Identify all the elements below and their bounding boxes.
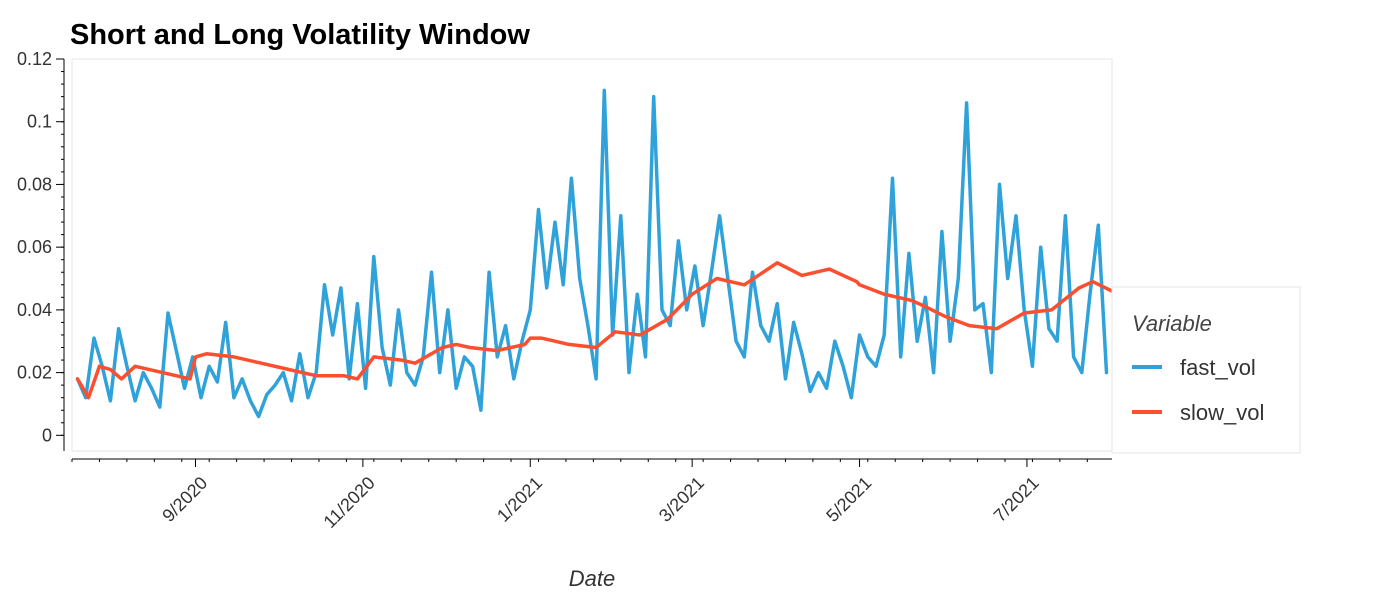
y-tick-label: 0.08 bbox=[17, 174, 52, 194]
x-axis-label: Date bbox=[569, 566, 615, 591]
x-axis: 9/2020 11/2020 1/2021 3/2021 5/2021 7/2021 bbox=[71, 458, 1112, 532]
x-tick-label: 7/2021 bbox=[990, 473, 1043, 526]
plot-area bbox=[71, 58, 1113, 452]
series-line-slow-vol bbox=[75, 261, 1114, 400]
legend-title: Variable bbox=[1132, 311, 1212, 336]
series-layer bbox=[75, 88, 1114, 419]
legend-label-slow-vol: slow_vol bbox=[1180, 400, 1264, 425]
x-tick-label: 3/2021 bbox=[655, 473, 708, 526]
legend-box bbox=[1111, 286, 1301, 454]
series-line-fast-vol bbox=[75, 88, 1109, 419]
y-axis: 0 0.02 0.04 0.06 0.08 0.1 0.12 bbox=[17, 49, 65, 451]
y-tick-label: 0.06 bbox=[17, 237, 52, 257]
legend-label-fast-vol: fast_vol bbox=[1180, 355, 1256, 380]
x-tick-label: 11/2020 bbox=[320, 473, 379, 532]
x-tick-label: 1/2021 bbox=[493, 473, 546, 526]
y-tick-label: 0 bbox=[42, 425, 52, 445]
y-tick-label: 0.04 bbox=[17, 300, 52, 320]
y-tick-label: 0.12 bbox=[17, 49, 52, 69]
y-tick-label: 0.02 bbox=[17, 363, 52, 383]
chart-title: Short and Long Volatility Window bbox=[70, 19, 530, 51]
legend: Variable fast_vol slow_vol bbox=[1111, 286, 1301, 454]
x-tick-label: 5/2021 bbox=[822, 473, 875, 526]
y-tick-label: 0.1 bbox=[27, 112, 52, 132]
x-tick-label: 9/2020 bbox=[158, 473, 211, 526]
